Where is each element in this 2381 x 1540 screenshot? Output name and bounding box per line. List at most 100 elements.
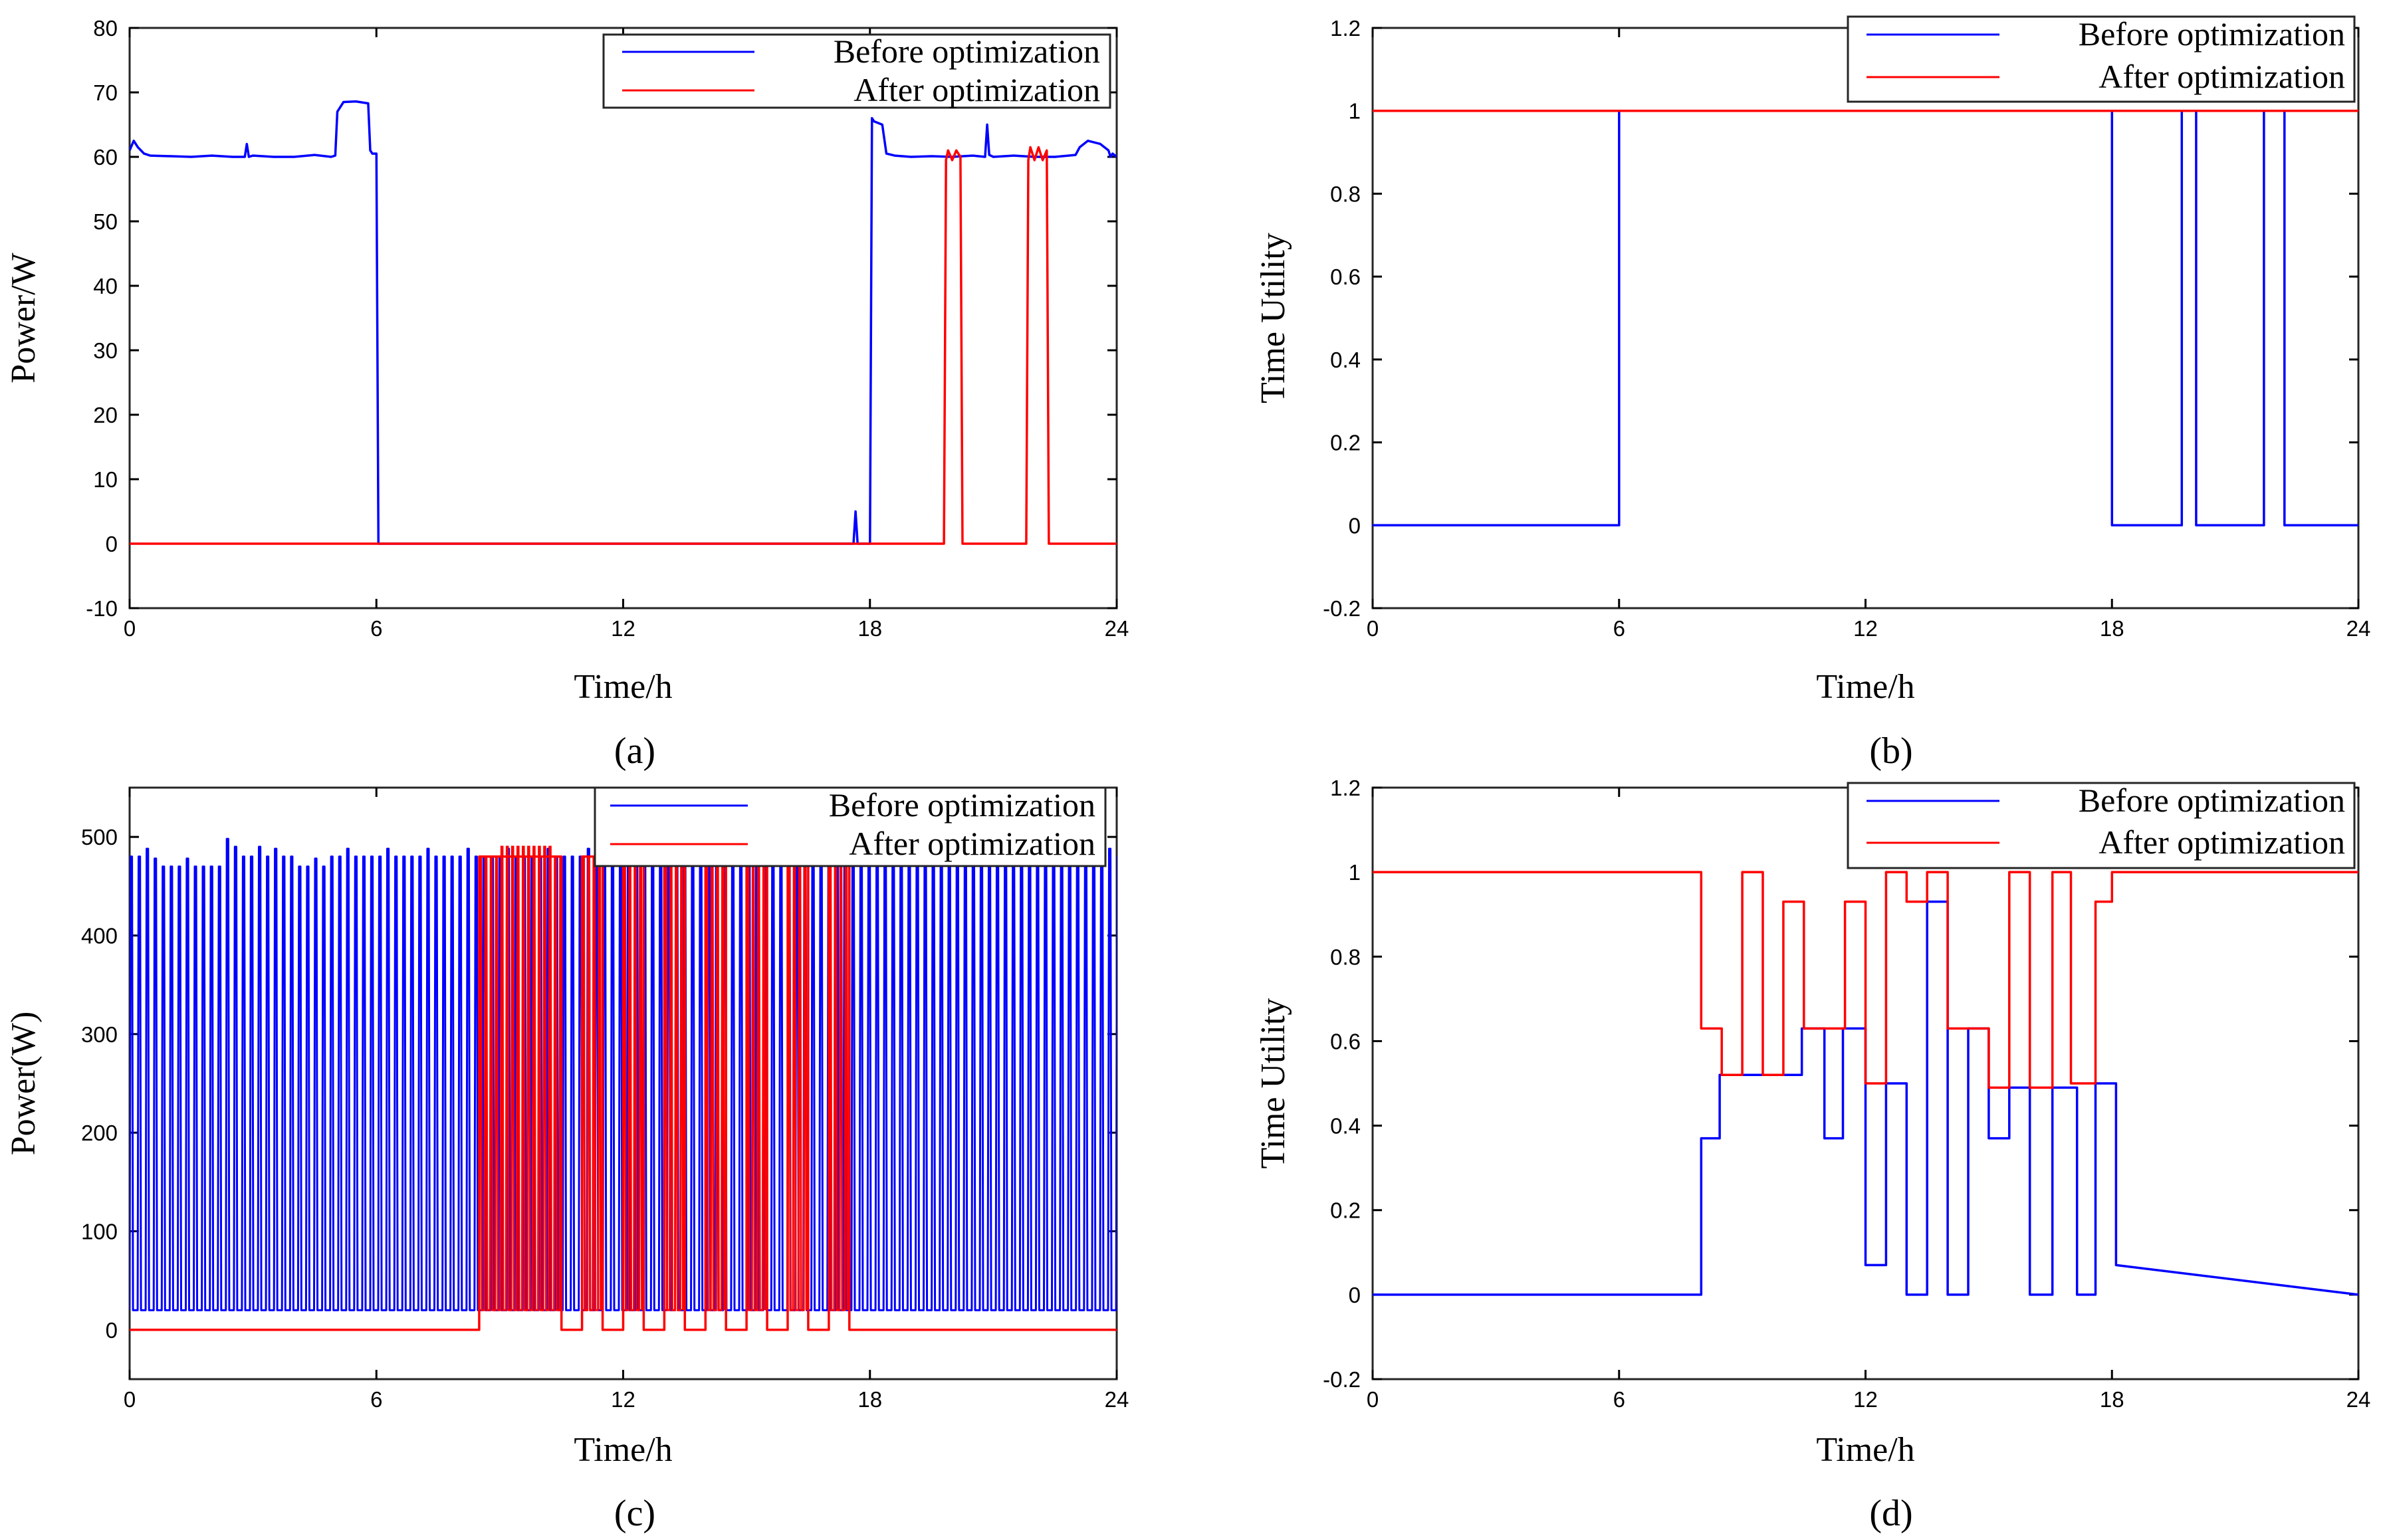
chart-panel-a: 0 6 12 18 24-1001020304050607080Time/hPower/… bbox=[5, 16, 1129, 772]
series-after-pulses bbox=[663, 855, 685, 1311]
chart-panel-b: 0 6 12 18 24-0.200.20.40.60.811.2Time/hTime … bbox=[1254, 15, 2370, 772]
x-tick-label: 12 bbox=[1853, 1387, 1878, 1412]
plot-area-frame bbox=[1371, 27, 2360, 609]
x-tick-label: 18 bbox=[2100, 616, 2124, 641]
x-tick-label: 6 bbox=[370, 1387, 382, 1412]
legend-label-after: After optimization bbox=[2098, 58, 2345, 95]
x-axis-label: Time/h bbox=[574, 668, 672, 706]
x-tick-label: 24 bbox=[1105, 1387, 1129, 1412]
series-after-pulses bbox=[622, 855, 643, 1311]
x-tick-label: 12 bbox=[1853, 616, 1878, 641]
x-tick-label: 0 bbox=[124, 616, 136, 641]
panels: 0 6 12 18 24-1001020304050607080Time/hPower/… bbox=[5, 15, 2370, 1534]
series-group bbox=[1373, 871, 2358, 1296]
series-line-after-optimization bbox=[130, 855, 1117, 1331]
y-tick-label: 40 bbox=[93, 274, 118, 298]
y-tick-label: 0 bbox=[1349, 513, 1361, 538]
y-axis-label: Time Utility bbox=[1254, 998, 1292, 1169]
y-tick-label: 70 bbox=[93, 80, 118, 105]
x-tick-label: 18 bbox=[2100, 1387, 2124, 1412]
legend-box bbox=[602, 33, 1111, 109]
series-line-after-optimization bbox=[1373, 871, 2358, 1089]
y-tick-label: 1.2 bbox=[1330, 776, 1361, 800]
legend-label-before: Before optimization bbox=[829, 786, 1095, 824]
legend-box bbox=[1847, 782, 2356, 869]
legend-label-after: After optimization bbox=[2098, 824, 2345, 861]
x-tick-label: 0 bbox=[1367, 616, 1379, 641]
series-line-before-optimization bbox=[130, 100, 1117, 545]
y-tick-label: 50 bbox=[93, 209, 118, 234]
y-tick-label: 10 bbox=[93, 467, 118, 492]
series-after-pulses bbox=[704, 855, 725, 1311]
series-after-pulses bbox=[478, 845, 563, 1311]
x-tick-label: 24 bbox=[2346, 1387, 2371, 1412]
x-tick-label: 24 bbox=[1105, 616, 1129, 641]
x-axis-label: Time/h bbox=[574, 1431, 672, 1469]
y-tick-label: -0.2 bbox=[1323, 1367, 1361, 1392]
legend-box bbox=[594, 786, 1107, 867]
legend-label-before: Before optimization bbox=[2079, 15, 2345, 53]
series-after-pulses bbox=[828, 855, 849, 1311]
y-tick-label: 20 bbox=[93, 403, 118, 427]
series-after-pulses bbox=[745, 855, 766, 1311]
chart-panel-c: 0 6 12 18 24 0 100 200 300 400 500 Time/h Power(W) (c… bbox=[5, 786, 1129, 1534]
y-tick-label: 1 bbox=[1349, 99, 1361, 124]
y-tick-label: 1 bbox=[1349, 860, 1361, 885]
y-tick-label: 0.2 bbox=[1330, 1198, 1361, 1223]
plot-area-frame bbox=[128, 27, 1118, 609]
y-tick-label: 0.4 bbox=[1330, 348, 1361, 372]
x-tick-label: 6 bbox=[370, 616, 382, 641]
legend-label-after: After optimization bbox=[849, 825, 1095, 862]
x-tick-label: 6 bbox=[1613, 1387, 1625, 1412]
series-line-after-optimization bbox=[130, 146, 1117, 545]
y-tick-label: 0 bbox=[106, 1318, 118, 1343]
x-tick-label: 18 bbox=[857, 1387, 882, 1412]
y-tick-label: 0.2 bbox=[1330, 431, 1361, 455]
legend-label-before: Before optimization bbox=[834, 33, 1100, 70]
panel-caption: (b) bbox=[1869, 730, 1912, 772]
series-after-pulses bbox=[786, 855, 808, 1311]
legend-label-before: Before optimization bbox=[2079, 782, 2345, 819]
y-tick-label: 300 bbox=[81, 1022, 118, 1047]
y-tick-label: 0 bbox=[1349, 1283, 1361, 1307]
y-axis-label: Power(W) bbox=[5, 1012, 43, 1156]
x-tick-label: 24 bbox=[2346, 616, 2371, 641]
y-tick-label: 0 bbox=[106, 532, 118, 556]
legend-box bbox=[1847, 15, 2356, 103]
y-tick-label: 30 bbox=[93, 338, 118, 363]
x-tick-label: 12 bbox=[611, 616, 635, 641]
y-tick-label: 0.4 bbox=[1330, 1114, 1361, 1139]
y-axis-label: Time Utility bbox=[1254, 233, 1292, 403]
y-axis-label: Power/W bbox=[5, 253, 43, 383]
y-tick-label: -0.2 bbox=[1323, 596, 1361, 621]
y-tick-label: -10 bbox=[86, 596, 118, 621]
x-tick-label: 6 bbox=[1613, 616, 1625, 641]
y-tick-label: 0.8 bbox=[1330, 944, 1361, 969]
series-after-pulses bbox=[581, 855, 602, 1311]
y-tick-label: 0.6 bbox=[1330, 1029, 1361, 1053]
x-tick-label: 0 bbox=[1367, 1387, 1379, 1412]
y-tick-label: 200 bbox=[81, 1121, 118, 1145]
y-tick-label: 0.6 bbox=[1330, 265, 1361, 289]
series-group bbox=[130, 100, 1117, 545]
panel-caption: (c) bbox=[614, 1493, 655, 1534]
x-tick-label: 0 bbox=[124, 1387, 136, 1412]
y-tick-label: 0.8 bbox=[1330, 181, 1361, 206]
x-tick-label: 12 bbox=[611, 1387, 635, 1412]
y-tick-label: 80 bbox=[93, 16, 118, 41]
y-tick-label: 1.2 bbox=[1330, 16, 1361, 41]
panel-caption: (d) bbox=[1869, 1493, 1912, 1534]
y-tick-label: 500 bbox=[81, 825, 118, 849]
series-group bbox=[130, 837, 1117, 1331]
panel-caption: (a) bbox=[614, 730, 655, 772]
y-tick-label: 400 bbox=[81, 924, 118, 948]
chart-panel-d: 0 6 12 18 24-0.200.20.40.60.811.2Time/hTime … bbox=[1254, 776, 2370, 1534]
legend: Before optimization After optimization bbox=[1847, 782, 2356, 869]
y-tick-label: 60 bbox=[93, 145, 118, 169]
legend: Before optimization After optimization bbox=[1847, 15, 2356, 103]
legend-label-after: After optimization bbox=[853, 71, 1100, 108]
x-axis-label: Time/h bbox=[1816, 668, 1914, 706]
